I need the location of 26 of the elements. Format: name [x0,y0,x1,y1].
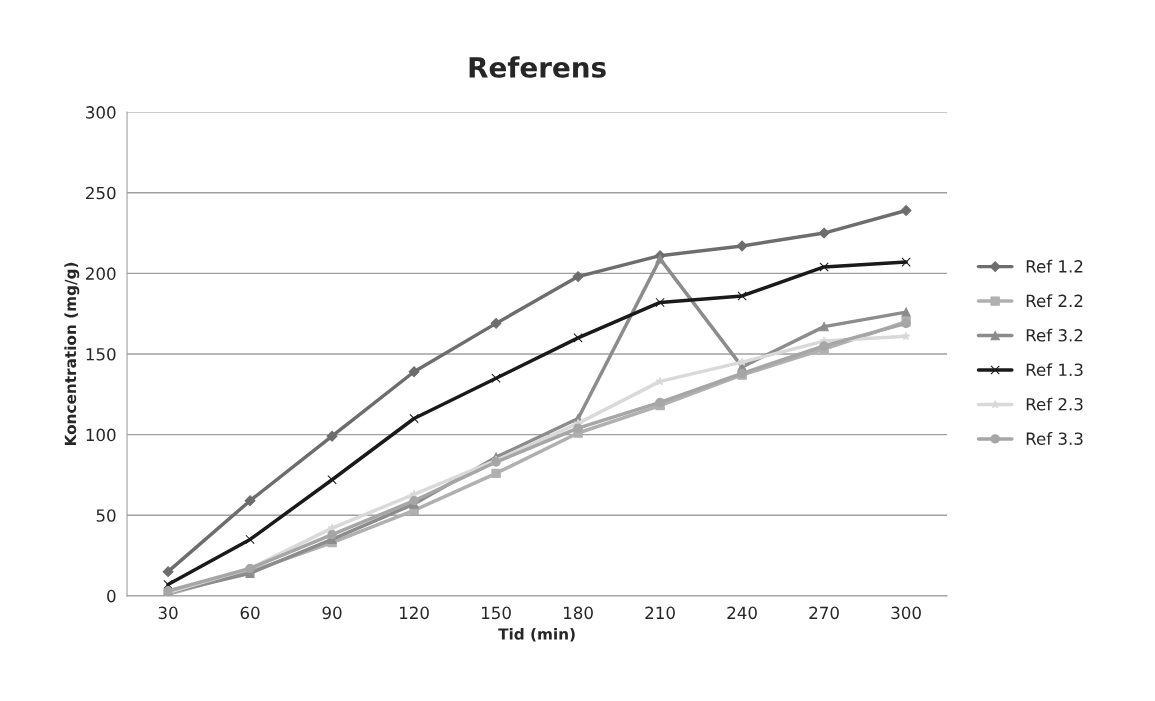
legend-label: Ref 3.2 [1026,328,1083,342]
y-axis-title: Koncentration (mg/g) [64,262,80,446]
x-tick-label: 300 [891,606,921,620]
legend-label: Ref 2.3 [1026,397,1083,411]
x-tick-label: 120 [399,606,429,620]
x-tick-label: 240 [727,606,757,620]
y-tick-label: 100 [86,428,116,442]
y-tick-label: 200 [86,267,116,280]
x-tick-label: 210 [645,606,675,620]
y-tick-label: 50 [96,509,116,522]
chart-title: Referens [469,56,606,78]
x-tick-label: 30 [158,606,178,620]
legend-label: Ref 2.2 [1026,294,1083,308]
y-tick-label: 0 [107,589,116,603]
legend-label: Ref 1.2 [1026,259,1083,273]
x-tick-label: 60 [240,606,260,620]
y-tick-label: 150 [86,347,116,361]
legend-label: Ref 1.3 [1026,363,1083,377]
x-tick-label: 150 [482,606,511,620]
y-tick-label: 300 [86,106,116,119]
legend-label: Ref 3.3 [1026,432,1083,445]
x-tick-label: 90 [322,606,342,620]
x-axis-title: Tid (min) [498,627,575,642]
y-tick-label: 250 [86,186,116,200]
x-tick-label: 270 [809,606,839,620]
x-tick-label: 180 [564,606,593,620]
